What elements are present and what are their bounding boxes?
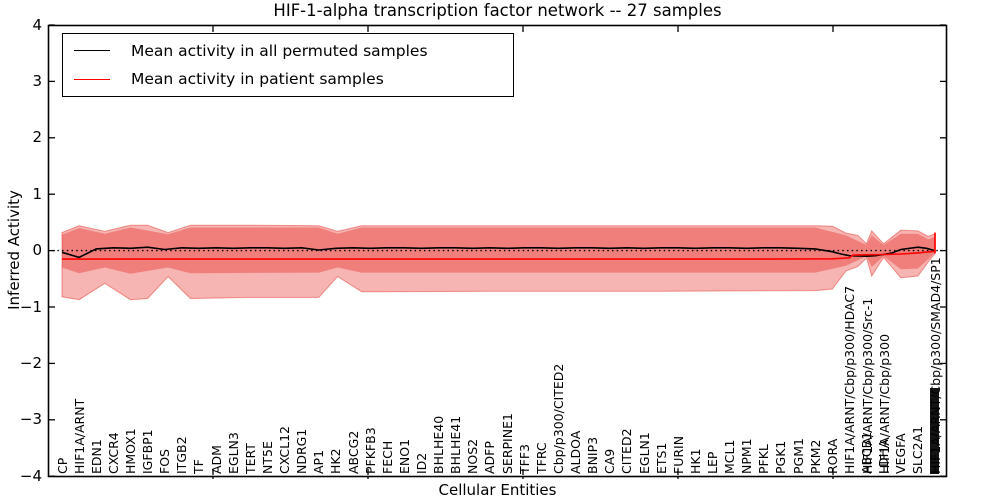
entity-label-cbp-p300-cited2: Cbp/p300/CITED2 <box>550 363 566 474</box>
entity-label-mcl1: MCL1 <box>722 439 738 474</box>
entity-label-hif1a-arnt-cbp-p300-smad4-sp1: HIF1A/ARNT/Cbp/p300/SMAD4/SP1 <box>927 257 943 474</box>
entity-label-hif1a-arnt-cbp-p300-src-1: HIF1A/ARNT/Cbp/p300/Src-1 <box>860 297 876 474</box>
entity-label-itgb2: ITGB2 <box>174 436 190 474</box>
entity-label-rora: RORA <box>824 438 840 474</box>
y-tick-label-1: 1 <box>32 184 42 203</box>
y-tick-label-3: 3 <box>32 71 42 90</box>
entity-label-nt5e: NT5E <box>259 441 275 474</box>
entity-label-furin: FURIN <box>670 435 686 474</box>
permuted-activity-inner-band <box>62 227 935 274</box>
confidence-bands <box>61 224 936 301</box>
y-tick-label-−4: −4 <box>19 466 42 485</box>
y-tick-label-−3: −3 <box>19 410 42 429</box>
entity-label-lep: LEP <box>704 451 720 474</box>
entity-label-npm1: NPM1 <box>739 438 755 474</box>
axis-ticks <box>49 24 946 479</box>
entity-label-bhlhe41: BHLHE41 <box>448 415 464 474</box>
legend-label-patient: Mean activity in patient samples <box>131 70 384 89</box>
entity-label-serpine1: SERPINE1 <box>499 413 515 474</box>
overlapping-labels-smudge <box>930 388 939 474</box>
entity-label-pfkl: PFKL <box>756 444 772 474</box>
entity-label-tfrc: TFRC <box>533 442 549 474</box>
entity-label-aldoa: ALDOA <box>568 430 584 474</box>
axes-frame <box>47 24 948 478</box>
entity-label-bhlhe40: BHLHE40 <box>431 415 447 474</box>
entity-label-hif1a-arnt-cbp-p300-hdac7: HIF1A/ARNT/Cbp/p300/HDAC7 <box>841 285 857 474</box>
y-tick-label-4: 4 <box>32 15 42 34</box>
entity-label-ets1: ETS1 <box>653 442 669 474</box>
mean-activity-in-all-permuted-samples-line <box>61 246 936 259</box>
entity-label-pfkfb3: PFKFB3 <box>362 427 378 474</box>
entity-label-ap1: AP1 <box>311 449 327 474</box>
entity-label-id2: ID2 <box>413 452 429 474</box>
mean-lines <box>61 246 936 260</box>
y-tick-label-0: 0 <box>32 241 42 260</box>
entity-label-ndrg1: NDRG1 <box>294 428 310 474</box>
entity-label-cp: CP <box>54 457 70 474</box>
legend-line-patient-icon <box>74 78 110 80</box>
entity-label-pgk1: PGK1 <box>773 440 789 474</box>
entity-label-nos2: NOS2 <box>465 438 481 474</box>
entity-label-cxcl12: CXCL12 <box>277 426 293 474</box>
y-tick-label-2: 2 <box>32 128 42 147</box>
mean-activity-in-patient-samples-line <box>62 250 936 260</box>
entity-label-tf: TF <box>191 459 207 474</box>
entity-label-edn1: EDN1 <box>88 439 104 474</box>
entity-label-hk2: HK2 <box>328 448 344 474</box>
entity-label-cxcr4: CXCR4 <box>105 432 121 474</box>
entity-label-hif1a-arnt: HIF1A/ARNT <box>71 398 87 474</box>
entity-label-slc2a1: SLC2A1 <box>910 425 926 474</box>
entity-label-fos: FOS <box>157 449 173 474</box>
entity-label-fech: FECH <box>379 440 395 474</box>
legend-line-permuted-icon <box>74 50 110 52</box>
y-tick-label-−1: −1 <box>19 297 42 316</box>
entity-label-ca9: CA9 <box>602 448 618 474</box>
legend-label-permuted: Mean activity in all permuted samples <box>131 41 428 60</box>
entity-label-hmox1: HMOX1 <box>122 428 138 474</box>
legend-item-permuted: Mean activity in all permuted samples <box>63 39 513 63</box>
entity-label-egln1: EGLN1 <box>636 432 652 474</box>
entity-label-bnip3: BNIP3 <box>585 436 601 474</box>
chart-title: HIF-1-alpha transcription factor network… <box>273 1 722 20</box>
entity-label-cited2: CITED2 <box>619 428 635 474</box>
legend-item-patient: Mean activity in patient samples <box>63 67 513 91</box>
entity-label-igfbp1: IGFBP1 <box>140 429 156 474</box>
entity-label-abcg2: ABCG2 <box>345 430 361 474</box>
legend: Mean activity in all permuted samples Me… <box>62 33 514 97</box>
entity-label-vegfa: VEGFA <box>893 433 909 474</box>
entity-label-tert: TERT <box>242 443 258 474</box>
entity-label-hif1a-arnt-cbp-p300: HIF1A/ARNT/Cbp/p300 <box>877 333 893 474</box>
entity-label-adm: ADM <box>208 445 224 474</box>
entity-label-tff3: TFF3 <box>516 444 532 474</box>
x-axis-label: Cellular Entities <box>438 481 557 499</box>
entity-label-hk1: HK1 <box>687 448 703 474</box>
entity-label-adfp: ADFP <box>482 441 498 474</box>
entity-label-pkm2: PKM2 <box>807 439 823 474</box>
y-tick-label-−2: −2 <box>19 353 42 372</box>
entity-label-egln3: EGLN3 <box>225 432 241 474</box>
entity-label-pgm1: PGM1 <box>790 438 806 474</box>
entity-label-eno1: ENO1 <box>396 438 412 474</box>
